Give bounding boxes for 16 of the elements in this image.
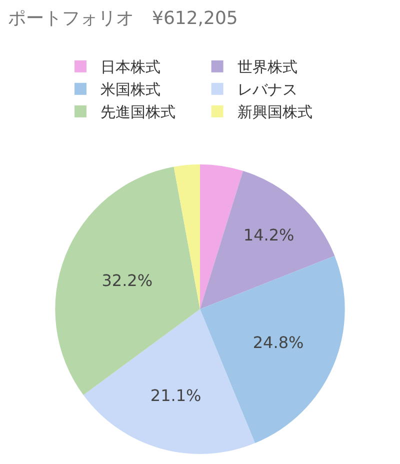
pie-slice — [174, 164, 200, 310]
chart-title: ポートフォリオ ¥612,205 — [8, 8, 238, 30]
data-label: 32.2% — [102, 270, 153, 290]
legend-label: レバナス — [237, 80, 298, 99]
data-label: 14.2% — [243, 225, 294, 244]
data-label: 24.8% — [252, 332, 304, 352]
legend-label: 米国株式 — [100, 80, 160, 99]
pie-slice — [83, 309, 256, 454]
legend-label: 世界株式 — [237, 58, 298, 76]
pie-slice — [200, 256, 345, 444]
pie-slice — [200, 170, 335, 310]
data-label: 21.1% — [150, 386, 202, 405]
legend-label: 先進国株式 — [100, 103, 176, 122]
pie-slice — [200, 164, 244, 310]
legend-label: 日本株式 — [100, 58, 160, 76]
legend-label: 新興国株式 — [237, 103, 312, 122]
